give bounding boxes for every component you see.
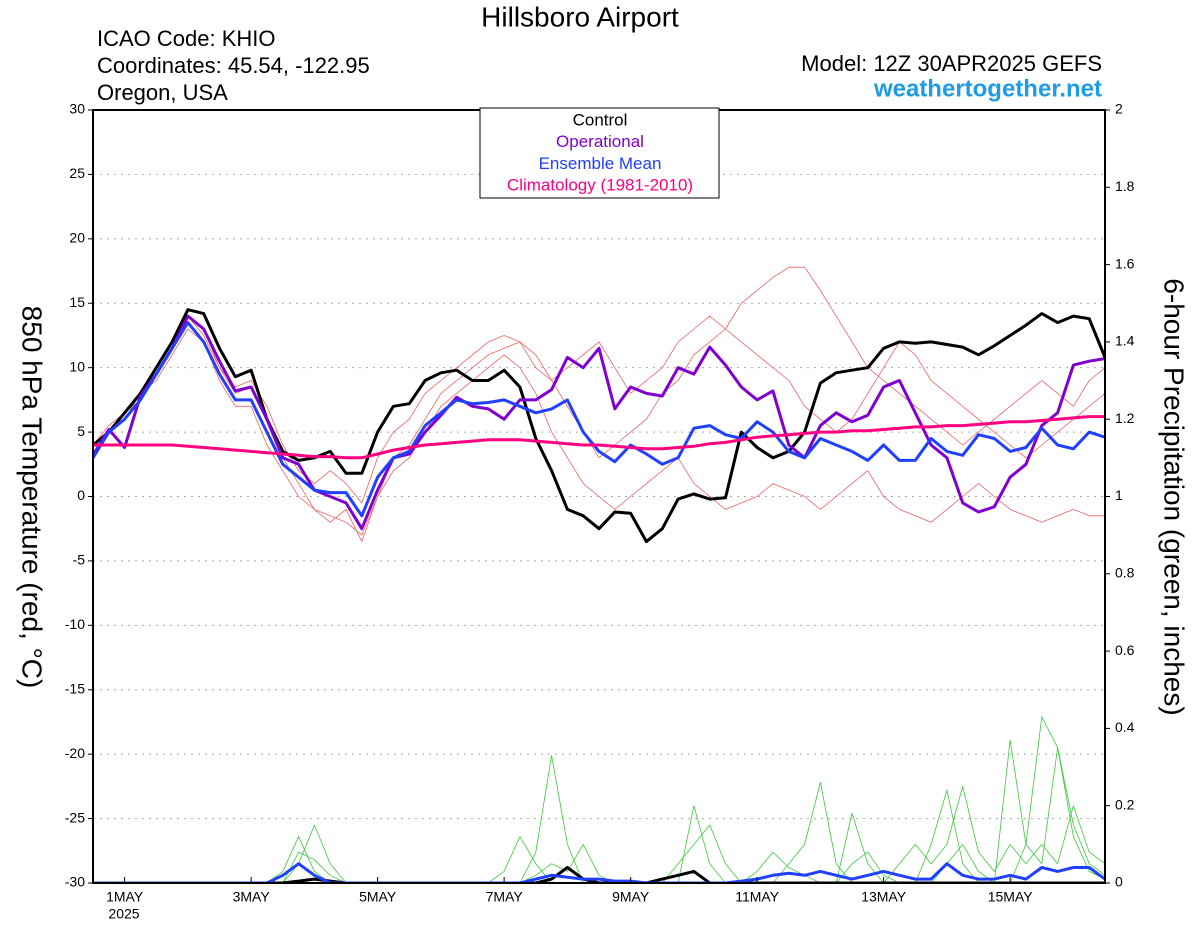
y-tick-label: 30 xyxy=(69,101,85,117)
series-line xyxy=(93,862,1105,883)
series-line xyxy=(93,308,1105,544)
model-label: Model: 12Z 30APR2025 GEFS xyxy=(801,51,1102,76)
x-tick-label: 13MAY xyxy=(861,889,907,905)
y-tick-label: -15 xyxy=(65,680,85,696)
y-tick-label: -20 xyxy=(65,745,85,761)
y2-tick-label: 0.2 xyxy=(1115,796,1135,812)
plot-lines xyxy=(93,266,1105,883)
y2-tick-label: 1.4 xyxy=(1115,333,1135,349)
legend-box xyxy=(479,107,720,199)
info-line: Coordinates: 45.54, -122.95 xyxy=(97,53,370,78)
info-line: Oregon, USA xyxy=(97,80,228,105)
series-line xyxy=(93,415,1105,460)
y-tick-label: 5 xyxy=(77,423,85,439)
x-tick-label: 3MAY xyxy=(233,889,271,905)
y2-tick-label: 2 xyxy=(1115,101,1123,117)
y2-tick-label: 1.6 xyxy=(1115,255,1135,271)
series-line xyxy=(93,739,1105,883)
y-tick-label: 15 xyxy=(69,294,85,310)
legend-entry: Climatology (1981-2010) xyxy=(507,176,693,195)
x-tick-label: 7MAY xyxy=(486,889,524,905)
series-line xyxy=(93,716,1105,883)
series-line xyxy=(93,314,1105,531)
y-tick-label: 25 xyxy=(69,165,85,181)
x-tick-label: 11MAY xyxy=(735,889,779,905)
y2-tick-label: 1.8 xyxy=(1115,178,1135,194)
y2-tick-label: 0.6 xyxy=(1115,642,1135,658)
series-line xyxy=(93,328,1105,542)
y2-tick-label: 0.4 xyxy=(1115,719,1135,735)
x-year-label: 2025 xyxy=(108,906,139,922)
series-line xyxy=(93,321,1105,518)
y-tick-label: -25 xyxy=(65,809,85,825)
x-tick-label: 9MAY xyxy=(612,889,650,905)
y2-tick-label: 0.8 xyxy=(1115,565,1135,581)
y-tick-label: 10 xyxy=(69,358,85,374)
series-line xyxy=(93,315,1105,504)
y2-tick-label: 1.2 xyxy=(1115,410,1135,426)
y2-tick-label: 1 xyxy=(1115,487,1123,503)
legend-entry: Ensemble Mean xyxy=(539,154,662,173)
y-axis-label: 850 hPa Temperature (red, °C) xyxy=(17,306,48,689)
y2-tick-label: 0 xyxy=(1115,874,1123,890)
y-tick-label: -5 xyxy=(73,552,86,568)
x-tick-label: 15MAY xyxy=(988,889,1034,905)
y-tick-label: 0 xyxy=(77,487,85,503)
y2-axis-label: 6-hour Precipitation (green, inches) xyxy=(1159,278,1190,715)
chart-title: Hillsboro Airport xyxy=(481,1,679,32)
legend-entry: Control xyxy=(573,110,628,129)
y-tick-label: -10 xyxy=(65,616,85,632)
x-tick-label: 1MAY xyxy=(106,889,144,905)
source-label: weathertogether.net xyxy=(873,75,1102,102)
legend-entry: Operational xyxy=(556,132,644,151)
series-line xyxy=(93,786,1105,883)
y-tick-label: -30 xyxy=(65,874,85,890)
y-tick-label: 20 xyxy=(69,230,85,246)
axes: -30 -25 -20 -15 -10 -5 0 5 10 15 20 25 30 0 0.2 0.4 0.6 0… xyxy=(65,101,1135,905)
info-line: ICAO Code: KHIO xyxy=(97,26,276,51)
x-tick-label: 5MAY xyxy=(359,889,397,905)
legend: Control Operational Ensemble Mean Climatolo… xyxy=(507,110,693,194)
